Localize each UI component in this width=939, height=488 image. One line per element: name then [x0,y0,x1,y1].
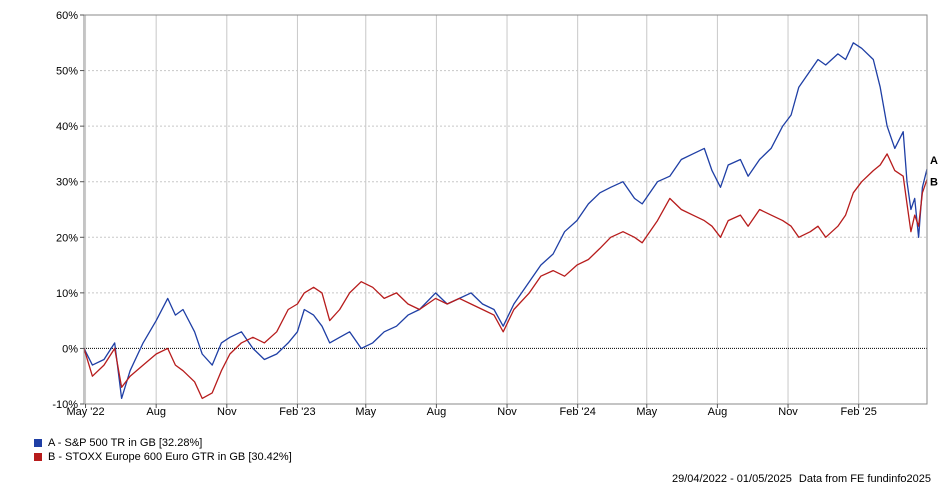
x-tick-label: Feb '25 [840,406,876,418]
legend: A - S&P 500 TR in GB [32.28%] B - STOXX … [34,436,292,464]
plot-frame [83,14,928,405]
y-tick-label: 10% [56,288,78,300]
legend-item-a[interactable]: A - S&P 500 TR in GB [32.28%] [34,436,292,450]
legend-label-a: A - S&P 500 TR in GB [32.28%] [48,437,203,449]
footer-date-range: 29/04/2022 - 01/05/2025 [671,473,792,485]
legend-item-b[interactable]: B - STOXX Europe 600 Euro GTR in GB [30.… [34,450,292,464]
legend-label-b: B - STOXX Europe 600 Euro GTR in GB [30.… [48,451,292,463]
x-tick-label: Feb '23 [279,406,315,418]
legend-swatch-a [34,439,42,447]
legend-swatch-b [34,453,42,461]
x-tick-label: Nov [778,406,798,418]
end-label-b: B [930,176,938,188]
line-chart: -10% 0% 10% 20% 30% 40% 50% 60% May '22 Aug Nov Fe… [52,10,938,418]
gridlines [84,14,927,405]
footer-source: Data from FE fundinfo2025 [798,473,931,485]
y-tick-label: -10% [52,399,78,411]
x-tick-label: Feb '24 [559,406,595,418]
x-axis: May '22 Aug Nov Feb '23 May Aug Nov Feb '24 May A… [66,404,877,418]
x-tick-label: Nov [497,406,517,418]
series-layer [83,42,928,400]
series-line-a [83,42,928,400]
end-labels: AB [930,155,938,188]
footer: 29/04/2022 - 01/05/2025 Data from FE fun… [668,473,931,485]
x-tick-label: May [636,406,657,418]
y-tick-label: 60% [56,10,78,22]
y-tick-label: 20% [56,232,78,244]
y-axis: -10% 0% 10% 20% 30% 40% 50% 60% [52,10,84,411]
y-tick-label: 30% [56,177,78,189]
x-tick-label: Aug [427,406,447,418]
y-tick-label: 40% [56,121,78,133]
y-tick-label: 0% [62,343,78,355]
end-label-a: A [930,155,938,167]
series-line-b [83,153,928,400]
y-tick-label: 50% [56,66,78,78]
x-tick-label: May [355,406,376,418]
x-tick-label: May '22 [66,406,104,418]
x-tick-label: Aug [708,406,728,418]
x-tick-label: Nov [217,406,237,418]
x-tick-label: Aug [146,406,166,418]
